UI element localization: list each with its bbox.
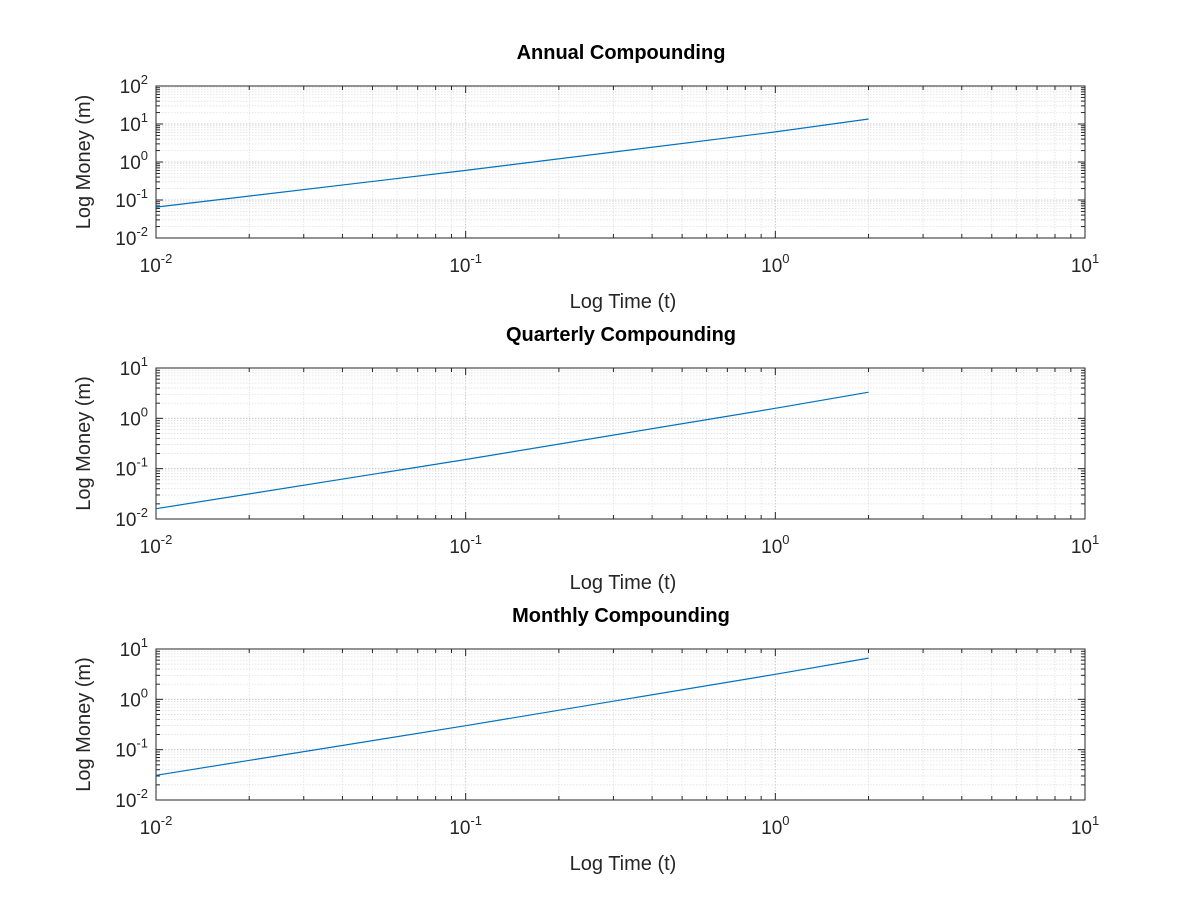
series-line-1 [155,391,869,510]
x-tick-label: 101 [1071,813,1099,839]
chart-title: Quarterly Compounding [506,324,736,346]
y-tick-label: 10-2 [115,505,148,531]
tick-marks [155,367,1086,520]
x-tick-label: 100 [761,813,789,839]
x-tick-label: 10-2 [140,532,173,558]
subplot-2: 10-2 10-1 100 101 10-2 10-1 100 101 Quarterly Co… [73,324,1099,594]
y-tick-label: 101 [120,635,148,661]
y-tick-label: 100 [120,685,148,711]
series-line-1 [155,657,869,776]
series-line-1 [155,118,869,208]
x-axis-label: Log Time (t) [570,572,677,594]
y-tick-label: 10-1 [115,455,148,481]
x-tick-label: 10-2 [140,813,173,839]
grid [156,649,1085,800]
x-tick-label: 10-1 [449,532,482,558]
chart-title: Annual Compounding [517,42,726,64]
axes-frame [155,367,1086,520]
x-tick-label: 10-1 [449,813,482,839]
y-axis-label: Log Money (m) [73,376,95,511]
x-tick-label: 101 [1071,251,1099,277]
x-tick-label: 100 [761,532,789,558]
grid [156,86,1085,238]
subplot-3: 10-2 10-1 100 101 10-2 10-1 100 101 Monthly Comp… [73,605,1099,875]
y-axis-label: Log Money (m) [73,95,95,230]
x-tick-label: 10-1 [449,251,482,277]
y-tick-label: 10-1 [115,736,148,762]
y-tick-label: 10-2 [115,224,148,250]
y-tick-label: 10-2 [115,786,148,812]
y-tick-label: 10-1 [115,186,148,212]
x-axis-label: Log Time (t) [570,853,677,875]
x-tick-label: 101 [1071,532,1099,558]
subplot-1: 10-2 10-1 100 101 10-2 10-1 100 101 102 Annual Co… [73,42,1099,313]
y-axis-label: Log Money (m) [73,657,95,792]
tick-marks [155,648,1086,801]
x-tick-label: 100 [761,251,789,277]
y-tick-label: 102 [120,72,148,98]
grid [156,368,1085,519]
y-tick-label: 101 [120,110,148,136]
x-tick-label: 10-2 [140,251,173,277]
x-axis-label: Log Time (t) [570,291,677,313]
axes-frame [155,648,1086,801]
chart-title: Monthly Compounding [512,605,730,627]
axes-frame [155,85,1086,239]
y-tick-label: 101 [120,354,148,380]
tick-marks [155,85,1086,239]
y-tick-label: 100 [120,404,148,430]
y-tick-label: 100 [120,148,148,174]
